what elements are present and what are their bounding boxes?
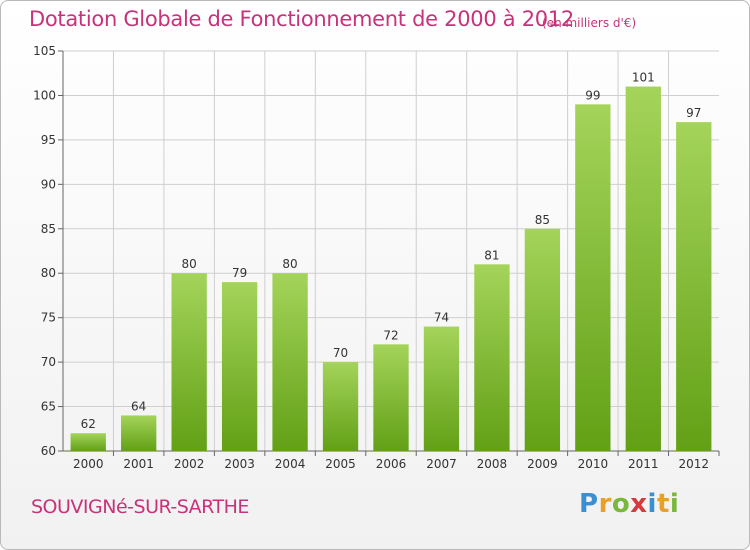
data-label-2010: 99 [585,88,600,102]
bar-2010 [575,104,611,451]
bar-2009 [524,228,561,451]
bar-2000 [70,433,106,451]
bar-2006 [373,344,409,451]
chart-title: Dotation Globale de Fonctionnement de 20… [29,7,574,31]
commune-name: SOUVIGNé-SUR-SARTHE [31,496,249,518]
y-tick-label: 90 [41,177,56,191]
labels: 60 65 70 75 80 85 90 95 100 105 62 2000 64 2001 80 2002… [33,44,709,471]
x-tick-label-2011: 2011 [628,457,659,471]
y-tick-label: 60 [41,444,56,458]
data-label-2004: 80 [282,257,297,271]
bars [70,86,712,452]
x-tick-label-2009: 2009 [527,457,558,471]
chart-subtitle: (en milliers d'€) [542,16,637,30]
data-label-2003: 79 [232,266,247,280]
data-label-2005: 70 [333,346,348,360]
y-tick-label: 70 [41,355,56,369]
x-tick-label-2002: 2002 [174,457,205,471]
x-tick-label-2004: 2004 [275,457,306,471]
data-label-2012: 97 [686,106,701,120]
x-tick-label-2012: 2012 [678,457,709,471]
x-tick-label-2010: 2010 [578,457,609,471]
data-label-2008: 81 [484,248,499,262]
proxiti-logo[interactable]: Proxiti [579,489,680,519]
bar-2008 [474,264,510,451]
x-tick-label-2001: 2001 [123,457,154,471]
y-tick-label: 100 [33,88,56,102]
x-tick-label-2007: 2007 [426,457,457,471]
y-tick-label: 75 [41,311,56,325]
x-tick-label-2006: 2006 [376,457,407,471]
y-tick-label: 80 [41,266,56,280]
x-tick-label-2008: 2008 [477,457,508,471]
x-tick-label-2000: 2000 [73,457,104,471]
bar-2001 [121,415,157,451]
x-tick-label-2005: 2005 [325,457,356,471]
bar-2003 [221,282,258,451]
data-label-2002: 80 [182,257,197,271]
data-label-2000: 62 [81,417,96,431]
bar-2007 [423,326,460,451]
x-tick-label-2003: 2003 [224,457,255,471]
data-label-2006: 72 [383,328,398,342]
data-label-2009: 85 [535,213,550,227]
bar-2002 [171,273,207,451]
y-tick-label: 85 [41,222,56,236]
data-label-2001: 64 [131,399,146,413]
bar-2004 [272,273,308,451]
data-label-2007: 74 [434,311,449,325]
y-tick-label: 65 [41,400,56,414]
y-tick-label: 105 [33,44,56,58]
bar-2012 [676,122,712,451]
data-label-2011: 101 [632,71,655,85]
y-tick-label: 95 [41,133,56,147]
bar-2011 [625,86,661,452]
bar-2005 [322,362,359,451]
